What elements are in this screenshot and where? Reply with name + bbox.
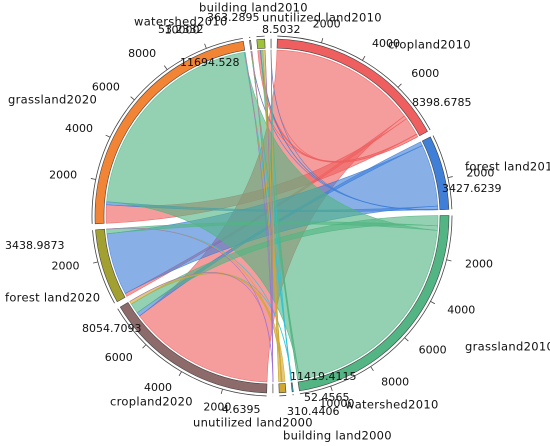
tick-label: 6000	[419, 344, 447, 357]
tick-label: 4000	[372, 37, 400, 50]
tick-label: 8000	[128, 47, 156, 60]
tick-label: 10000	[164, 24, 199, 37]
tick-label: 6000	[92, 81, 120, 94]
tick-mark	[446, 259, 452, 262]
node-arc	[249, 39, 253, 50]
node-name: cropland2010	[388, 38, 471, 52]
node-outline	[432, 135, 453, 210]
node-name: grassland2010	[465, 340, 550, 354]
node-name: watershed2010	[345, 398, 439, 412]
node-arc	[276, 38, 428, 137]
chord	[251, 51, 274, 383]
chords	[105, 49, 439, 383]
tick-label: 4000	[144, 381, 172, 394]
node-name: unutilized land2000	[193, 416, 313, 430]
tick-label: 8000	[381, 375, 409, 388]
node-total: 8398.6785	[412, 96, 472, 109]
node-arc	[278, 383, 287, 394]
chord	[106, 227, 274, 383]
node-total: 8.5032	[262, 23, 301, 36]
tick-label: 6000	[105, 351, 133, 364]
node-name: watershed2010	[134, 15, 228, 29]
node-name: building land2000	[283, 429, 392, 443]
node-name: grassland2020	[8, 93, 97, 107]
tick-mark	[370, 366, 374, 371]
tick-mark	[90, 178, 96, 180]
node-outline	[256, 35, 265, 38]
tick-mark	[204, 43, 207, 49]
node-name: cropland2020	[110, 395, 193, 409]
node-arc	[290, 382, 294, 393]
node-total: 310.4406	[287, 405, 340, 418]
tick-label: 2000	[465, 257, 493, 270]
node-total: 52.4565	[304, 391, 350, 404]
chord	[129, 272, 274, 383]
node-outline	[117, 308, 267, 397]
node-arc	[256, 38, 266, 49]
tick-mark	[220, 388, 223, 394]
node-name: unutilized land2010	[262, 11, 382, 25]
tick-mark	[142, 344, 147, 349]
node-name: building land2010	[199, 1, 308, 15]
tick-label: 10000	[319, 397, 354, 410]
node-total: 8054.7093	[82, 322, 142, 335]
node-outline	[299, 215, 453, 395]
node-arc	[119, 302, 268, 394]
tick-mark	[178, 371, 182, 377]
node-total: 363.2895	[207, 11, 260, 24]
tick-mark	[447, 176, 453, 179]
chord	[270, 49, 274, 383]
tick-mark	[397, 83, 402, 88]
tick-label: 2000	[203, 400, 231, 413]
tick-mark	[163, 65, 168, 70]
node-total: 11694.528	[180, 56, 240, 69]
tick-mark	[92, 261, 99, 264]
node-arc	[297, 215, 450, 392]
labels: 2000 4000 6000 2000 2000 4000 6000 8000 10000 200…	[5, 1, 550, 443]
node-total: 3427.6239	[442, 182, 502, 195]
tick-mark	[404, 337, 409, 342]
tick-label: 6000	[411, 67, 439, 80]
tick-mark	[362, 55, 366, 61]
node-total: 4.6395	[222, 403, 261, 416]
node-arc	[421, 136, 450, 211]
node-name: forest land2020	[5, 291, 100, 305]
tick-label: 2000	[49, 169, 77, 182]
tick-label: 2000	[52, 260, 80, 273]
node-arc	[95, 228, 126, 303]
node-outline	[91, 37, 243, 224]
node-rings	[90, 35, 453, 397]
chord	[244, 52, 274, 383]
node-outline	[277, 35, 431, 131]
tick-label: 2000	[313, 18, 341, 31]
tick-mark	[105, 134, 111, 138]
tick-mark	[330, 386, 333, 392]
tick-label: 4000	[447, 303, 475, 316]
node-total: 53.2332	[158, 23, 204, 36]
node-total: 3438.9873	[5, 239, 65, 252]
tick-mark	[321, 38, 324, 44]
tick-mark	[130, 96, 135, 101]
node-total: 11419.4115	[290, 370, 356, 383]
tick-mark	[430, 301, 436, 305]
node-arc	[94, 40, 246, 225]
tick-label: 2000	[466, 167, 494, 180]
chord	[270, 49, 299, 381]
node-name: forest land2010	[465, 160, 550, 174]
tick-label: 4000	[65, 122, 93, 135]
node-outline	[92, 230, 115, 304]
